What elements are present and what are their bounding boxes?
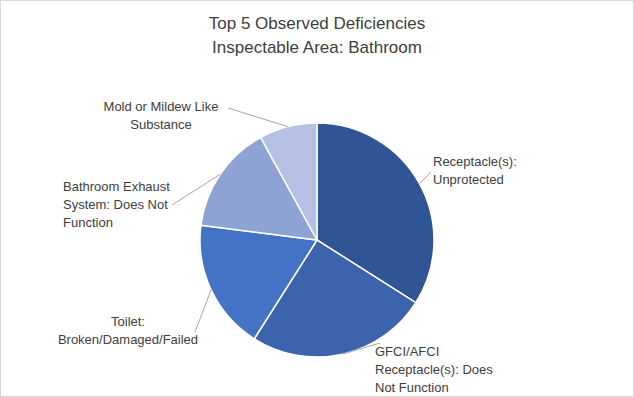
slice-label-line: GFCI/AFCI [375,344,439,359]
slice-label: Mold or Mildew Like Substance [104,99,219,132]
slice-label: Bathroom Exhaust System: Does Not Function [63,179,170,230]
slice-label-line: Toilet: [111,314,145,329]
slice-label: Toilet: Broken/Damaged/Failed [58,314,198,347]
leader-line [195,290,211,332]
leader-line [420,172,431,184]
slice-label-line: System: Does Not [63,197,168,212]
slice-label: Receptacle(s): Unprotected [433,154,517,187]
subtitle: Inspectable Area: Bathroom [212,38,422,57]
slice-label-line: Mold or Mildew Like [104,99,219,114]
slice-label-line: Receptacle(s): [433,154,517,169]
pie-slice [261,123,317,240]
pie-slice [200,225,317,338]
slice-label: GFCI/AFCI Receptacle(s): Does Not Function [375,344,493,395]
title: Top 5 Observed Deficiencies [209,14,425,33]
slice-label-line: Broken/Damaged/Failed [58,332,198,347]
pie [200,123,434,357]
slice-label-line: Not Function [375,380,449,395]
chart: Top 5 Observed Deficiencies Inspectable A… [0,0,634,397]
chart-frame [1,1,634,397]
slice-label-line: Substance [130,117,191,132]
slice-label-line: Function [63,215,113,230]
slice-label-line: Unprotected [433,172,504,187]
leader-line [172,174,220,205]
slice-label-line: Receptacle(s): Does [375,362,493,377]
slice-label-line: Bathroom Exhaust [63,179,170,194]
leader-line [228,108,288,127]
